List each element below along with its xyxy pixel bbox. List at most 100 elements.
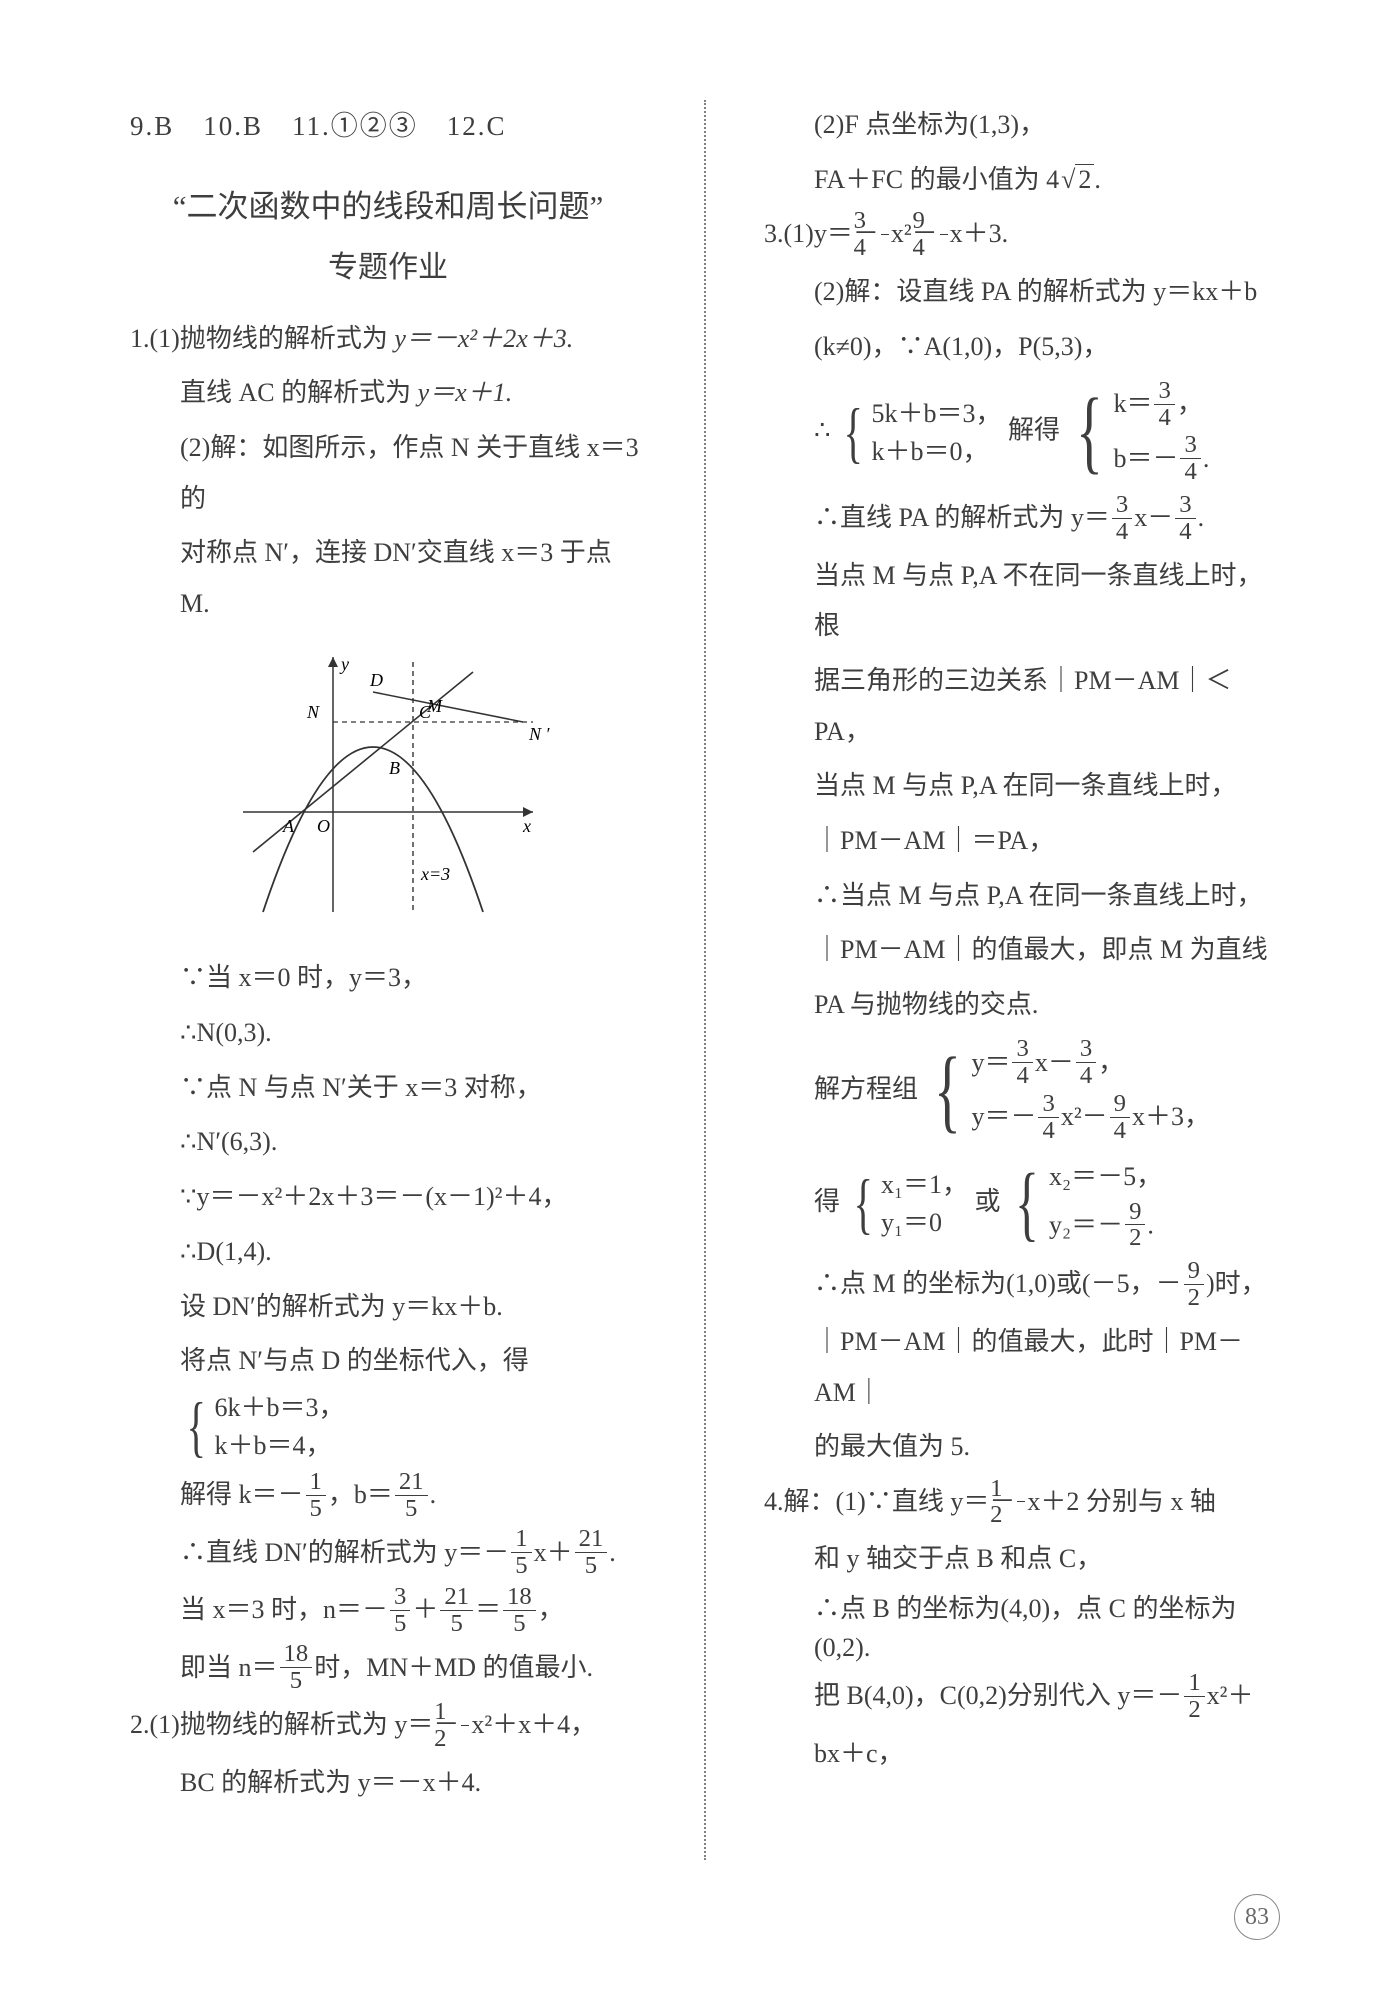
system-1: { 6k＋b＝3， k＋b＝4， <box>180 1389 344 1464</box>
l1: ∵当 x＝0 时，y＝3， <box>130 953 646 1004</box>
sqrt2: 2 <box>1059 155 1094 206</box>
svg-text:C: C <box>419 702 432 722</box>
svg-text:x=3: x=3 <box>420 864 450 884</box>
frac-21-5c: 215 <box>440 1584 473 1637</box>
l3: ∵点 N 与点 N′关于 x＝3 对称， <box>130 1063 646 1114</box>
svg-text:A: A <box>282 816 295 836</box>
l5: ∵y＝－x²＋2x＋3＝－(x－1)²＋4， <box>130 1172 646 1223</box>
r4: 当点 M 与点 P,A 不在同一条直线上时，根 <box>764 551 1280 652</box>
q1-1a: 1.(1)抛物线的解析式为 y＝－x²＋2x＋3. <box>130 314 646 365</box>
two-column-layout: 9.B 10.B 11.①②③ 12.C “二次函数中的线段和周长问题” 专题作… <box>130 100 1280 1860</box>
row1: y＝34x－34， <box>971 1037 1210 1091</box>
svg-text:N ′: N ′ <box>528 724 551 744</box>
t: . <box>609 1538 616 1567</box>
svg-text:O: O <box>317 816 330 836</box>
row1: x₁＝1， <box>881 1166 968 1204</box>
l11: 当 x＝3 时，n＝－35＋215＝185， <box>130 1585 646 1638</box>
t: ∴直线 DN′的解析式为 y＝－ <box>180 1538 509 1567</box>
left-column: 9.B 10.B 11.①②③ 12.C “二次函数中的线段和周长问题” 专题作… <box>130 100 646 1860</box>
frac-3-5: 35 <box>390 1584 410 1637</box>
r10: PA 与抛物线的交点. <box>764 980 1280 1031</box>
system-3: { y＝34x－34， y＝－34x²－94x＋3， <box>925 1037 1210 1146</box>
r9: ｜PM－AM｜的值最大，即点 M 为直线 <box>764 925 1280 976</box>
q3-2a: (2)解：设直线 PA 的解析式为 y＝kx＋b <box>764 267 1280 318</box>
f94: 94 <box>940 208 948 261</box>
system-2b: { k＝34， b＝－34. <box>1067 378 1210 487</box>
r14: ｜PM－AM｜的值最大，此时｜PM－AM｜ <box>764 1317 1280 1418</box>
t: ， <box>538 1595 564 1624</box>
t: 2.(1)抛物线的解析式为 y＝－ <box>130 1710 459 1739</box>
l9: 解得 k＝－15，b＝215. <box>130 1470 646 1523</box>
row1: k＝34， <box>1113 378 1209 432</box>
q2-1: 2.(1)抛物线的解析式为 y＝－12x²＋x＋4， <box>130 1700 646 1753</box>
r13: ∴点 M 的坐标为(1,0)或(－5，－92)时， <box>764 1259 1280 1312</box>
row2: b＝－34. <box>1113 433 1209 487</box>
t: x²＋x＋4， <box>471 1710 596 1739</box>
t: )时， <box>1206 1269 1267 1298</box>
t: ＋ <box>412 1595 438 1624</box>
frac-1-5b: 15 <box>511 1526 531 1579</box>
row1: 6k＋b＝3， <box>214 1389 344 1427</box>
column-divider <box>704 100 706 1860</box>
q4c: 和 y 轴交于点 B 和点 C， <box>764 1534 1280 1585</box>
t: x＋2 分别与 x 轴 <box>1027 1487 1216 1516</box>
t: x²＋ <box>1207 1681 1254 1710</box>
t: ∴点 M 的坐标为(1,0)或(－5，－ <box>814 1269 1182 1298</box>
row1: x₂＝－5， <box>1049 1154 1162 1201</box>
r2: FA＋FC 的最小值为 42. <box>764 155 1280 206</box>
section-title-1: “二次函数中的线段和周长问题” <box>130 177 646 237</box>
answers-row: 9.B 10.B 11.①②③ 12.C <box>130 100 646 153</box>
t: . <box>1094 165 1101 194</box>
t: 4.解：(1)∵直线 y＝－ <box>764 1487 1015 1516</box>
frac-18-5: 185 <box>503 1584 536 1637</box>
t: 把 B(4,0)，C(0,2)分别代入 y＝－ <box>814 1681 1182 1710</box>
l7: 设 DN′的解析式为 y＝kx＋b. <box>130 1282 646 1333</box>
r1: (2)F 点坐标为(1,3)， <box>764 100 1280 151</box>
l10: ∴直线 DN′的解析式为 y＝－15x＋215. <box>130 1528 646 1581</box>
l4: ∴N′(6,3). <box>130 1117 646 1168</box>
text: 将点 N′与点 D 的坐标代入，得 <box>180 1346 529 1375</box>
q4f: bx＋c， <box>764 1729 1280 1780</box>
r6: 当点 M 与点 P,A 在同一条直线上时， <box>764 761 1280 812</box>
q4d: ∴点 B 的坐标为(4,0)，点 C 的坐标为(0,2). <box>764 1589 1280 1667</box>
page-number: 83 <box>1234 1894 1280 1940</box>
mid: 解得 <box>1008 416 1060 445</box>
row1: 5k＋b＝3， <box>872 395 1002 433</box>
row2: y₂＝－92. <box>1049 1201 1162 1254</box>
f34b: 34 <box>1112 492 1132 545</box>
f92: 92 <box>1184 1258 1204 1311</box>
f12: 12 <box>1017 1476 1025 1529</box>
frac-21-5b: 215 <box>575 1526 608 1579</box>
svg-text:B: B <box>389 758 400 778</box>
frac-21-5: 215 <box>395 1469 428 1522</box>
system-2a: { 5k＋b＝3， k＋b＝0， <box>837 395 1001 470</box>
t: . <box>1198 503 1205 532</box>
frac-18-5b: 185 <box>280 1641 313 1694</box>
r8: ∴当点 M 与点 P,A 在同一条直线上时， <box>764 871 1280 922</box>
t: ，b＝ <box>328 1480 393 1509</box>
l6: ∴D(1,4). <box>130 1227 646 1278</box>
frac-1-2: 12 <box>461 1699 469 1752</box>
t: 得 <box>814 1187 840 1216</box>
t: x－ <box>1134 503 1173 532</box>
mid: 或 <box>975 1187 1001 1216</box>
t: 解方程组 <box>814 1074 918 1103</box>
q4e: 把 B(4,0)，C(0,2)分别代入 y＝－12x²＋ <box>764 1671 1280 1724</box>
text: 直线 AC 的解析式为 <box>180 378 418 407</box>
f34c: 34 <box>1175 492 1195 545</box>
sys2: ∴ { 5k＋b＝3， k＋b＝0， 解得 { k＝34， b＝－34. <box>764 376 1280 489</box>
q4a: 4.解：(1)∵直线 y＝－12x＋2 分别与 x 轴 <box>764 1477 1280 1530</box>
q3-2b: (k≠0)，∵A(1,0)，P(5,3)， <box>764 322 1280 373</box>
r3: ∴直线 PA 的解析式为 y＝34x－34. <box>764 493 1280 546</box>
q1-1b: 直线 AC 的解析式为 y＝x＋1. <box>130 368 646 419</box>
t: x＋ <box>534 1538 573 1567</box>
right-column: (2)F 点坐标为(1,3)， FA＋FC 的最小值为 42. 3.(1)y＝－… <box>764 100 1280 1860</box>
math: y＝x＋1. <box>418 378 513 407</box>
t: 即当 n＝ <box>180 1653 278 1682</box>
svg-text:D: D <box>369 670 383 690</box>
l12: 即当 n＝185时，MN＋MD 的值最小. <box>130 1643 646 1696</box>
row2: y＝－34x²－94x＋3， <box>971 1091 1210 1145</box>
r5: 据三角形的三边关系｜PM－AM｜＜PA， <box>764 656 1280 757</box>
f12b: 12 <box>1184 1670 1204 1723</box>
section-title-2: 专题作业 <box>130 239 646 298</box>
